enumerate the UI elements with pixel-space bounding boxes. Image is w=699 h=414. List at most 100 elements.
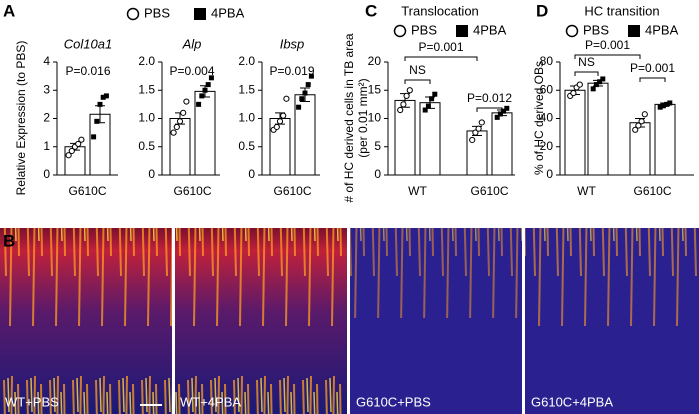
chart-title: Translocation	[401, 3, 479, 18]
data-point	[432, 91, 438, 97]
x-tick-label: G610C	[633, 184, 671, 198]
chart-title: Col10a1	[64, 36, 112, 51]
y-tick-label: 80	[540, 54, 554, 68]
data-point	[425, 103, 431, 109]
data-point	[400, 101, 407, 108]
data-point	[397, 106, 404, 114]
x-tick-label: G610C	[68, 184, 106, 198]
data-point	[65, 152, 72, 159]
data-point	[205, 82, 211, 88]
y-tick-label: 0	[546, 167, 553, 181]
bar	[466, 130, 488, 176]
data-point	[664, 101, 670, 107]
data-point	[590, 86, 596, 92]
significance-label: P=0.001	[585, 38, 630, 52]
significance-bracket	[476, 107, 503, 112]
data-point	[638, 118, 645, 125]
y-tick-label: 1.5	[138, 82, 155, 96]
significance-label: P=0.001	[630, 61, 675, 75]
data-point	[657, 104, 663, 110]
data-point	[667, 100, 673, 106]
data-point	[469, 136, 476, 144]
legend-label: PBS	[411, 22, 437, 37]
bar	[89, 113, 111, 176]
data-point	[570, 89, 577, 97]
bar	[587, 82, 609, 176]
image-label: WT+PBS	[5, 394, 59, 409]
data-point	[280, 112, 287, 119]
data-point	[632, 126, 639, 133]
data-point	[406, 87, 413, 94]
legend-label: 4PBA	[211, 5, 245, 20]
micrograph-overlay	[0, 228, 172, 414]
data-point	[576, 81, 583, 88]
bar	[654, 103, 676, 176]
legend-marker	[393, 24, 407, 38]
panel-label: C	[365, 1, 377, 20]
panel-label: B	[3, 231, 15, 250]
chart-title: Alp	[182, 36, 202, 51]
legend-label: 4PBA	[645, 22, 679, 37]
significance-bracket	[404, 79, 431, 84]
y-tick-label: 2	[43, 111, 50, 125]
data-point	[273, 123, 280, 131]
data-point	[299, 96, 305, 102]
data-point	[475, 125, 482, 132]
bar	[64, 146, 86, 176]
significance-bracket	[574, 71, 599, 76]
data-point	[68, 147, 75, 155]
data-point	[75, 140, 82, 148]
significance-label: NS	[409, 63, 426, 77]
significance-label: P=0.004	[169, 64, 214, 78]
legend-marker	[565, 24, 579, 38]
data-point	[472, 129, 479, 136]
y-tick-label: 1.0	[238, 111, 255, 125]
legend-label: PBS	[583, 22, 609, 37]
y-tick-label: 1.5	[238, 82, 255, 96]
x-tick-label: WT	[408, 184, 427, 198]
data-point	[422, 107, 428, 113]
data-point	[497, 111, 503, 117]
legend-label: 4PBA	[473, 22, 507, 37]
panel-b-images: WT+PBS WT+4PBA G610C+PBS G610C+4PBA	[0, 228, 699, 414]
image-label: G610C+4PBA	[531, 394, 613, 409]
data-point	[296, 104, 302, 110]
y-tick-label: 0	[374, 167, 381, 181]
data-point	[302, 90, 308, 96]
significance-bracket	[404, 56, 478, 61]
significance-label: P=0.012	[467, 91, 512, 105]
chart-title: Ibsp	[280, 36, 305, 51]
significance-label: P=0.019	[269, 64, 314, 78]
y-tick-label: 10	[368, 111, 382, 125]
data-point	[94, 118, 100, 124]
chart-title: HC transition	[584, 3, 659, 18]
data-point	[180, 109, 187, 116]
data-point	[597, 79, 603, 85]
y-tick-label: 0.5	[138, 139, 155, 153]
data-point	[103, 93, 109, 99]
data-point	[635, 122, 642, 129]
y-tick-label: 0	[43, 167, 50, 181]
legend-marker	[628, 25, 640, 37]
data-point	[100, 94, 106, 100]
y-tick-label: 20	[540, 139, 554, 153]
y-tick-label: 15	[368, 82, 382, 96]
data-point	[308, 73, 314, 79]
data-point	[600, 76, 606, 82]
x-tick-label: G610C	[273, 184, 311, 198]
y-tick-label: 2.0	[238, 54, 255, 68]
data-point	[494, 114, 500, 120]
data-point	[504, 105, 510, 111]
significance-label: P=0.016	[65, 64, 110, 78]
data-point	[641, 111, 648, 118]
y-tick-label: 5	[374, 139, 381, 153]
micrograph-overlay	[350, 228, 522, 318]
data-point	[173, 123, 180, 131]
y-tick-label: 0	[248, 167, 255, 181]
y-tick-label: 0	[148, 167, 155, 181]
legend-label: PBS	[144, 5, 170, 20]
data-point	[176, 118, 184, 125]
data-point	[478, 119, 485, 126]
micrograph-overlay	[525, 228, 699, 338]
